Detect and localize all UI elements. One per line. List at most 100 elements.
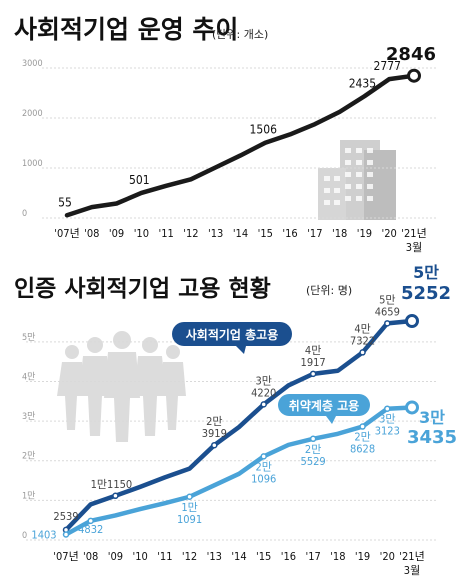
- chart1-x-tick: '13: [208, 227, 223, 240]
- chart2-x-tick: '21년: [399, 550, 424, 563]
- chart1-series: [64, 68, 421, 218]
- chart2-data-label-vulnerable-employment: 1만 1091: [177, 501, 202, 526]
- chart2-x-tick: '18: [330, 550, 345, 563]
- chart1-y-axis: 0 1000 2000 3000: [22, 59, 43, 219]
- chart2-end-marker-vulnerable-employment: [405, 400, 419, 415]
- chart2-x-tick: '20: [380, 550, 395, 563]
- chart1-y-tick: 2000: [22, 109, 43, 119]
- chart2-end-label-vuln-top: 3만: [419, 408, 445, 427]
- chart2-end-label-vuln-bottom: 3435: [407, 427, 457, 448]
- chart2-end-marker-total-employment: [405, 314, 419, 329]
- chart2-title: 인증 사회적기업 고용 현황: [14, 276, 271, 302]
- chart2-x-tick: '16: [281, 550, 296, 563]
- chart2-series: [62, 314, 419, 538]
- chart2-point-vulnerable-employment: [309, 435, 317, 443]
- chart2-x-tick: '13: [207, 550, 222, 563]
- chart2-x-tick: '14: [231, 550, 246, 563]
- chart2-end-label-total-bottom: 5252: [401, 283, 451, 304]
- chart1-y-tick: 3000: [22, 59, 43, 69]
- chart2-y-tick: 4만: [22, 371, 35, 382]
- chart1-x-tick: '10: [134, 227, 149, 240]
- chart1-x-tick: '15: [258, 227, 273, 240]
- chart2-x-tick: '10: [132, 550, 147, 563]
- chart2-data-label-vulnerable-employment: 2만 1096: [251, 460, 276, 485]
- chart2-y-tick: 5만: [22, 332, 35, 343]
- chart2-y-axis: 0 1만 2만 3만 4만 5만: [22, 332, 35, 541]
- chart2-point-total-employment: [384, 320, 391, 327]
- chart2-point-vulnerable-employment: [260, 453, 267, 460]
- chart2-data-label-total-employment: 3만 4220: [251, 374, 276, 399]
- chart1-x-tick: '09: [109, 227, 124, 240]
- chart2-y-tick: 0: [22, 531, 27, 541]
- chart1-data-label: 501: [129, 173, 150, 187]
- chart2-point-vulnerable-employment: [359, 423, 366, 430]
- chart2-point-vulnerable-employment: [384, 405, 391, 412]
- legend-vulnerable-employment: 취약계층 고용: [278, 394, 370, 424]
- chart1-x-tick: '19: [357, 227, 372, 240]
- chart2-y-tick: 2만: [22, 451, 35, 462]
- chart2-x-tick: '11: [157, 550, 172, 563]
- chart2-y-tick: 1만: [22, 490, 35, 501]
- chart2-x-tick: '07년: [53, 550, 78, 563]
- chart2-data-label-vulnerable-employment: 1403: [31, 528, 56, 541]
- chart2-x-tick: '19: [355, 550, 370, 563]
- chart2-x-tick: '12: [182, 550, 197, 563]
- chart2-data-label-vulnerable-employment: 2만 5529: [301, 443, 326, 468]
- chart2-data-label-total-employment: 1만1150: [91, 478, 133, 491]
- chart1-data-label: 1506: [250, 123, 278, 137]
- chart2-data-label-total-employment: 5만 4659: [375, 293, 400, 318]
- chart1-x-tick-sub: 3월: [406, 241, 422, 254]
- chart2-x-tick: '15: [256, 550, 271, 563]
- chart2-unit: (단위: 명): [306, 284, 352, 297]
- building-illustration: [318, 140, 396, 220]
- chart1-data-labels: 55 501 1506 2435 2777: [58, 59, 401, 209]
- chart1-line: [64, 73, 417, 218]
- chart2-data-label-vulnerable-employment: 3만 3123: [375, 413, 400, 438]
- chart1-x-tick: '17: [307, 227, 322, 240]
- chart2-point-vulnerable-employment: [87, 517, 94, 525]
- chart2-end-label-total-top: 5만: [413, 263, 439, 282]
- chart1-x-tick: '18: [332, 227, 347, 240]
- chart1-data-label: 55: [58, 195, 72, 209]
- chart2-line-total-employment: [63, 318, 415, 533]
- chart2-data-label-total-employment: 2539: [53, 510, 78, 523]
- chart2-point-total-employment: [211, 441, 218, 449]
- chart1-x-axis: '07년 '08 '09 '10 '11 '12 '13 '14 '15 '16 '17 '18 '19…: [54, 227, 426, 254]
- chart2-data-label-total-employment: 4만 1917: [301, 344, 326, 369]
- chart2-point-total-employment: [112, 492, 119, 500]
- chart1-data-label: 2777: [373, 59, 400, 73]
- chart1-x-tick: '14: [233, 227, 248, 240]
- chart1-x-tick: '16: [282, 227, 297, 240]
- chart2-point-total-employment: [359, 349, 366, 356]
- chart2-point-vulnerable-employment: [62, 531, 70, 538]
- chart1-x-tick: '21년: [401, 227, 426, 240]
- legend-total-label: 사회적기업 총고용: [186, 327, 279, 342]
- chart2-point-total-employment: [309, 370, 317, 378]
- chart2-data-label-total-employment: 2만 3919: [202, 415, 227, 440]
- chart1-title: 사회적기업 운영 추이: [14, 15, 238, 44]
- chart2-x-axis: '07년 '08 '09 '10 '11 '12 '13 '14 '15 '16 '17 '18 '19…: [53, 550, 424, 577]
- people-illustration: [57, 331, 186, 442]
- chart1-end-marker: [407, 68, 421, 83]
- chart1-x-tick: '11: [158, 227, 173, 240]
- chart2-line-vulnerable-employment: [63, 405, 415, 537]
- chart1-end-label: 2846: [386, 44, 436, 65]
- chart2-point-total-employment: [260, 401, 267, 408]
- chart2-x-tick: '08: [83, 550, 98, 563]
- chart1-y-tick: 1000: [22, 159, 43, 169]
- chart1-y-tick: 0: [22, 209, 27, 219]
- chart1-unit: (단위: 개소): [212, 28, 268, 41]
- chart2-data-label-vulnerable-employment: 2만 8628: [350, 431, 375, 456]
- chart2-x-tick: '09: [108, 550, 123, 563]
- legend-vulnerable-label: 취약계층 고용: [289, 398, 359, 413]
- chart1-x-tick: '07년: [54, 227, 79, 240]
- chart1-gridlines: [42, 67, 436, 219]
- chart1-x-tick: '20: [382, 227, 397, 240]
- chart1-x-tick: '12: [183, 227, 198, 240]
- chart2-y-tick: 3만: [22, 411, 35, 422]
- chart2-data-label-vulnerable-employment: 4832: [78, 523, 103, 536]
- chart2-x-tick-sub: 3월: [404, 564, 420, 577]
- chart2-x-tick: '17: [305, 550, 320, 563]
